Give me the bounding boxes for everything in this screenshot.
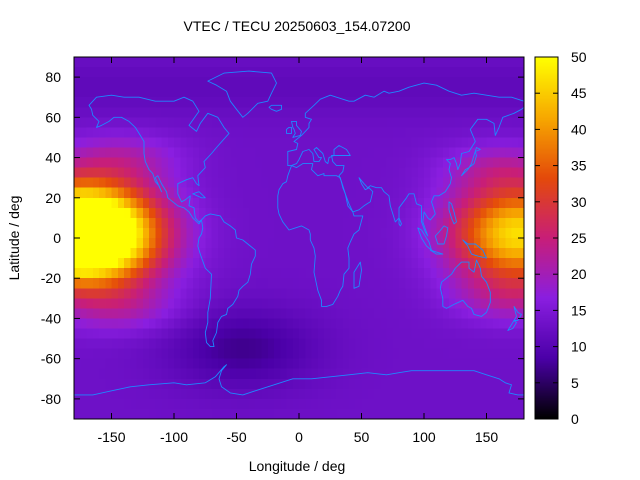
heatmap-layer [74, 57, 524, 419]
coastline-sri-lanka [398, 217, 402, 227]
colorbar-tick-label: 20 [571, 266, 587, 282]
colorbar-tick-label: 5 [571, 375, 579, 391]
colorbar-tick-label: 50 [571, 49, 587, 65]
coastline-madagascar [353, 261, 362, 289]
y-tick-label: 60 [45, 109, 61, 125]
y-axis-label: Latitude / deg [6, 196, 22, 281]
colorbar-tick-label: 40 [571, 121, 587, 137]
y-tick-label: -60 [41, 351, 61, 367]
coastline-antarctica [74, 364, 524, 419]
coastline-overlay [74, 70, 524, 419]
y-tick-label: 80 [45, 69, 61, 85]
y-tick-label: 20 [45, 190, 61, 206]
y-tick-label: -40 [41, 310, 61, 326]
colorbar-tick-label: 45 [571, 85, 587, 101]
heatmap-image [74, 57, 524, 419]
coastline-british-isles [291, 120, 302, 138]
colorbar-tick-label: 25 [571, 230, 587, 246]
coastline-java [429, 249, 444, 255]
colorbar: 0 5 10 15 20 25 30 35 40 45 50 [534, 49, 587, 427]
x-tick-label: 150 [475, 429, 499, 445]
y-tick-label: 0 [53, 230, 61, 246]
x-tick-label: -150 [97, 429, 125, 445]
coastline-africa [277, 163, 364, 307]
coastline-eurasia [287, 82, 524, 237]
coastline-borneo [434, 225, 449, 245]
coastline-philippines [448, 201, 457, 225]
y-tick-label: -80 [41, 391, 61, 407]
coastline-new-zealand [513, 305, 522, 321]
colorbar-gradient [535, 57, 558, 419]
x-tick-label: -100 [160, 429, 188, 445]
coastline-australia [439, 259, 491, 317]
colorbar-tick-label: 35 [571, 158, 587, 174]
coastline-north-america [88, 94, 230, 225]
chart-title: VTEC / TECU 20250603_154.07200 [183, 18, 410, 34]
x-axis: -150 -100 -50 0 50 100 150 [97, 57, 498, 445]
colorbar-tick-label: 30 [571, 194, 587, 210]
coastline-japan [461, 147, 481, 177]
y-axis: -80 -60 -40 -20 0 20 40 60 80 [41, 69, 524, 407]
colorbar-tick-label: 0 [571, 411, 579, 427]
coastline-new-zealand-south [507, 320, 517, 331]
x-axis-label: Longitude / deg [249, 458, 346, 474]
coastline-new-guinea [462, 239, 487, 259]
x-tick-label: 50 [354, 429, 370, 445]
x-tick-label: 100 [412, 429, 436, 445]
coastline-south-america [197, 213, 256, 348]
coastline-cuba [192, 191, 206, 199]
y-tick-label: -20 [41, 270, 61, 286]
colorbar-axis: 0 5 10 15 20 25 30 35 40 45 50 [535, 49, 587, 427]
x-tick-label: -50 [226, 429, 246, 445]
colorbar-tick-label: 10 [571, 339, 587, 355]
y-tick-label: 40 [45, 150, 61, 166]
colorbar-tick-label: 15 [571, 302, 587, 318]
coastline-iceland [268, 104, 282, 112]
x-tick-label: 0 [295, 429, 303, 445]
coastline-greenland [207, 70, 277, 118]
coastline-ireland [286, 126, 292, 134]
